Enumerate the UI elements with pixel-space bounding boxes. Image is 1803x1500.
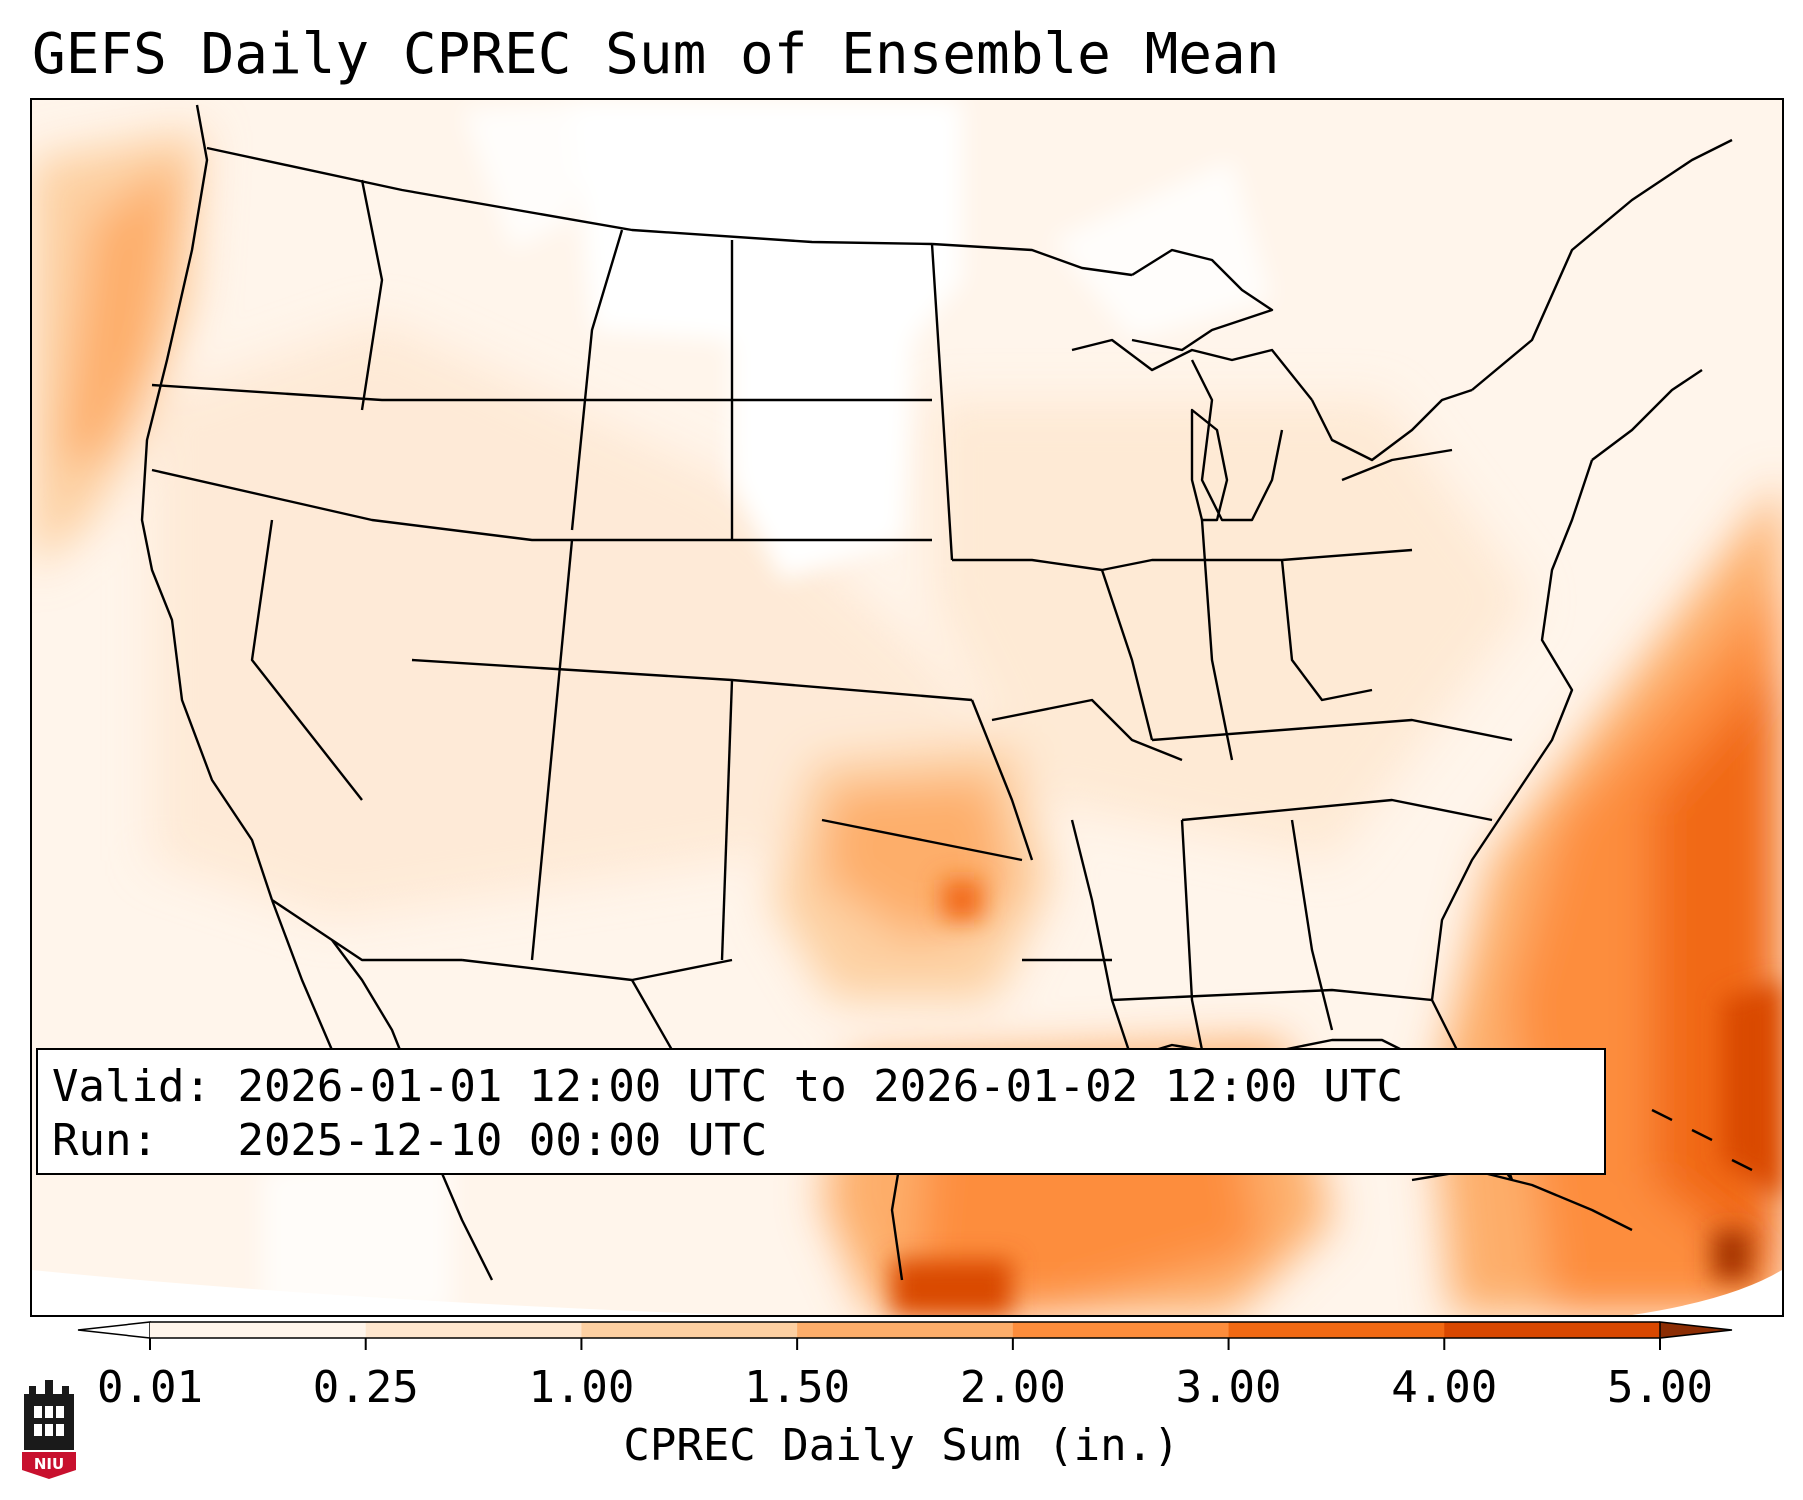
- run-line: Run: 2025-12-10 00:00 UTC: [52, 1114, 1590, 1168]
- colorbar-tick-label: 0.01: [97, 1362, 203, 1413]
- run-label: Run:: [52, 1115, 158, 1166]
- colorbar-tick-label: 4.00: [1391, 1362, 1497, 1413]
- colorbar-segment: [150, 1322, 367, 1338]
- colorbar-segment: [1444, 1322, 1661, 1338]
- niu-building-icon: NIU: [22, 1380, 76, 1479]
- valid-line: Valid: 2026-01-01 12:00 UTC to 2026-01-0…: [52, 1060, 1590, 1114]
- valid-label: Valid:: [52, 1061, 211, 1112]
- colorbar-tick-label: 3.00: [1176, 1362, 1282, 1413]
- colorbar-segment: [797, 1322, 1014, 1338]
- colorbar-segment: [581, 1322, 798, 1338]
- colorbar-tick-label: 1.50: [744, 1362, 850, 1413]
- run-value: 2025-12-10 00:00 UTC: [237, 1115, 768, 1166]
- colorbar-tick-label: 5.00: [1607, 1362, 1713, 1413]
- map-title: GEFS Daily CPREC Sum of Ensemble Mean: [32, 22, 1280, 87]
- colorbar-segment: [1228, 1322, 1445, 1338]
- colorbar-ticks: 0.01 0.25 1.00 1.50 2.00 3.00 4.00 5.00: [97, 1338, 1713, 1413]
- colorbar-label: CPREC Daily Sum (in.): [623, 1420, 1180, 1471]
- niu-logo-text: NIU: [34, 1455, 64, 1473]
- colorbar-segments: [77, 1321, 1733, 1339]
- valid-value: 2026-01-01 12:00 UTC to 2026-01-02 12:00…: [237, 1061, 1404, 1112]
- colorbar-outline: [150, 1321, 1660, 1339]
- colorbar: 0.01 0.25 1.00 1.50 2.00 3.00 4.00 5.00: [77, 1321, 1733, 1413]
- colorbar-tick-label: 0.25: [313, 1362, 419, 1413]
- colorbar-tick-label: 1.00: [528, 1362, 634, 1413]
- colorbar-tick-label: 2.00: [960, 1362, 1066, 1413]
- colorbar-segment: [365, 1322, 582, 1338]
- colorbar-under-arrow: [77, 1321, 151, 1339]
- colorbar-over-arrow: [1659, 1321, 1733, 1339]
- colorbar-segment: [1012, 1322, 1230, 1338]
- validity-info-box: Valid: 2026-01-01 12:00 UTC to 2026-01-0…: [36, 1048, 1606, 1175]
